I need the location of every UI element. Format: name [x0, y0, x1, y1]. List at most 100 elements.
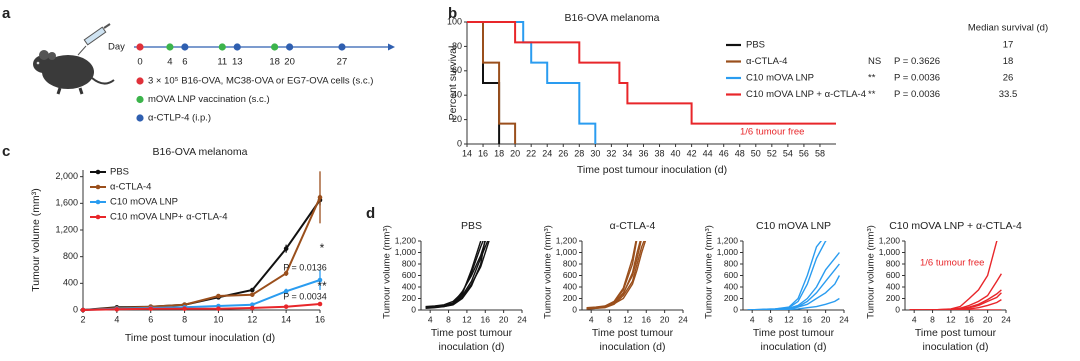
annotation: P = 0.0034 [283, 291, 327, 301]
day-dot [338, 43, 346, 51]
y-tick-label: 40 [452, 90, 462, 100]
legend-dot [136, 95, 144, 104]
median-survival: 18 [1003, 56, 1014, 67]
day-dot [181, 43, 189, 51]
point [148, 306, 154, 311]
x-tick-label: 8 [446, 314, 451, 324]
growth-line [82, 303, 321, 311]
y-tick-label: 20 [452, 114, 462, 124]
y-tick-label: 800 [402, 258, 416, 268]
y-axis-label: Percent survival [447, 46, 459, 121]
x-tick-label: 36 [638, 148, 648, 158]
day-label: 18 [269, 57, 280, 68]
x-tick-label: 4 [750, 314, 755, 324]
y-axis-label: Tumour volume (mm³) [704, 225, 715, 319]
point [283, 246, 289, 251]
x-tick-label: 16 [478, 148, 488, 158]
x-tick-label: 24 [542, 148, 552, 158]
chart-title: B16-OVA melanoma [565, 12, 660, 24]
y-tick-label: 0 [457, 138, 462, 148]
legend-text: 3 × 10⁵ B16-OVA, MC38-OVA or EG7-OVA cel… [148, 76, 373, 87]
legend-dot [136, 77, 144, 85]
p-value: P = 0.3626 [894, 56, 940, 67]
y-tick-label: 800 [63, 251, 78, 261]
day-label: 27 [337, 57, 348, 68]
p-value: P = 0.0036 [894, 73, 940, 84]
day-label: 4 [167, 57, 172, 68]
x-axis-label: Time post tumour [431, 327, 513, 339]
x-tick-label: 12 [247, 314, 257, 324]
y-tick-label: 60 [452, 65, 462, 75]
timeline-arrow [388, 43, 395, 51]
y-tick-label: 400 [563, 281, 577, 291]
x-tick-label: 12 [946, 314, 956, 324]
x-tick-label: 54 [783, 148, 793, 158]
x-axis-label: inoculation (d) [923, 341, 989, 353]
legend-text: C10 mOVA LNP + α-CTLA-4 [746, 89, 866, 100]
chart-title: C10 mOVA LNP + α-CTLA-4 [889, 220, 1022, 232]
x-tick-label: 38 [655, 148, 665, 158]
y-tick-label: 600 [402, 270, 416, 280]
y-axis-label: Tumour volume (mm³) [866, 225, 877, 319]
y-tick-label: 1,000 [556, 247, 578, 257]
point [249, 305, 255, 311]
x-tick-label: 16 [315, 314, 325, 324]
x-tick-label: 8 [182, 314, 187, 324]
x-tick-label: 30 [590, 148, 600, 158]
x-tick-label: 4 [428, 314, 433, 324]
y-tick-label: 1,600 [55, 198, 78, 208]
mouse-line [586, 241, 647, 309]
y-tick-label: 1,200 [556, 235, 578, 245]
legend-text: C10 mOVA LNP [110, 197, 178, 208]
mouse-line [909, 299, 1002, 310]
x-tick-label: 4 [114, 314, 119, 324]
y-tick-label: 1,200 [879, 235, 901, 245]
median-survival: 33.5 [999, 89, 1018, 100]
panel-label: a [2, 5, 11, 22]
y-tick-label: 1,200 [717, 235, 739, 245]
y-tick-label: 80 [452, 41, 462, 51]
x-tick-label: 24 [1001, 314, 1011, 324]
y-axis-label: Tumour volume (mm³) [382, 225, 393, 319]
day-dot [136, 43, 144, 51]
y-tick-label: 600 [724, 270, 738, 280]
mouse-icon [33, 23, 115, 95]
significance: ** [868, 73, 876, 84]
point [283, 289, 289, 294]
legend-text: PBS [746, 40, 765, 51]
x-tick-label: 46 [719, 148, 729, 158]
x-tick-label: 16 [803, 314, 813, 324]
x-tick-label: 10 [213, 314, 223, 324]
significance: NS [868, 56, 881, 67]
x-tick-label: 8 [768, 314, 773, 324]
x-tick-label: 22 [526, 148, 536, 158]
y-tick-label: 400 [886, 281, 900, 291]
x-tick-label: 58 [815, 148, 825, 158]
chart-title: C10 mOVA LNP [756, 220, 831, 232]
axis-line [742, 241, 844, 311]
x-tick-label: 6 [148, 314, 153, 324]
x-axis-label: inoculation (d) [439, 341, 505, 353]
y-tick-label: 100 [447, 16, 462, 26]
y-tick-label: 800 [563, 258, 577, 268]
annotation: 1/6 tumour free [740, 127, 804, 138]
x-tick-label: 50 [751, 148, 761, 158]
x-tick-label: 20 [821, 314, 831, 324]
y-tick-label: 1,000 [395, 247, 417, 257]
timeline-label: Day [108, 42, 125, 53]
annotation: 1/6 tumour free [920, 258, 984, 269]
x-tick-label: 40 [671, 148, 681, 158]
day-dot [271, 43, 279, 51]
point [317, 195, 323, 200]
y-tick-label: 0 [73, 304, 78, 314]
y-tick-label: 200 [563, 293, 577, 303]
x-tick-label: 4 [589, 314, 594, 324]
annotation: ** [317, 279, 327, 293]
day-label: 13 [232, 57, 243, 68]
x-tick-label: 20 [983, 314, 993, 324]
day-label: 6 [182, 57, 187, 68]
x-axis-label: inoculation (d) [761, 341, 827, 353]
x-tick-label: 16 [481, 314, 491, 324]
mouse-line [747, 241, 827, 310]
legend-marker [95, 199, 101, 205]
